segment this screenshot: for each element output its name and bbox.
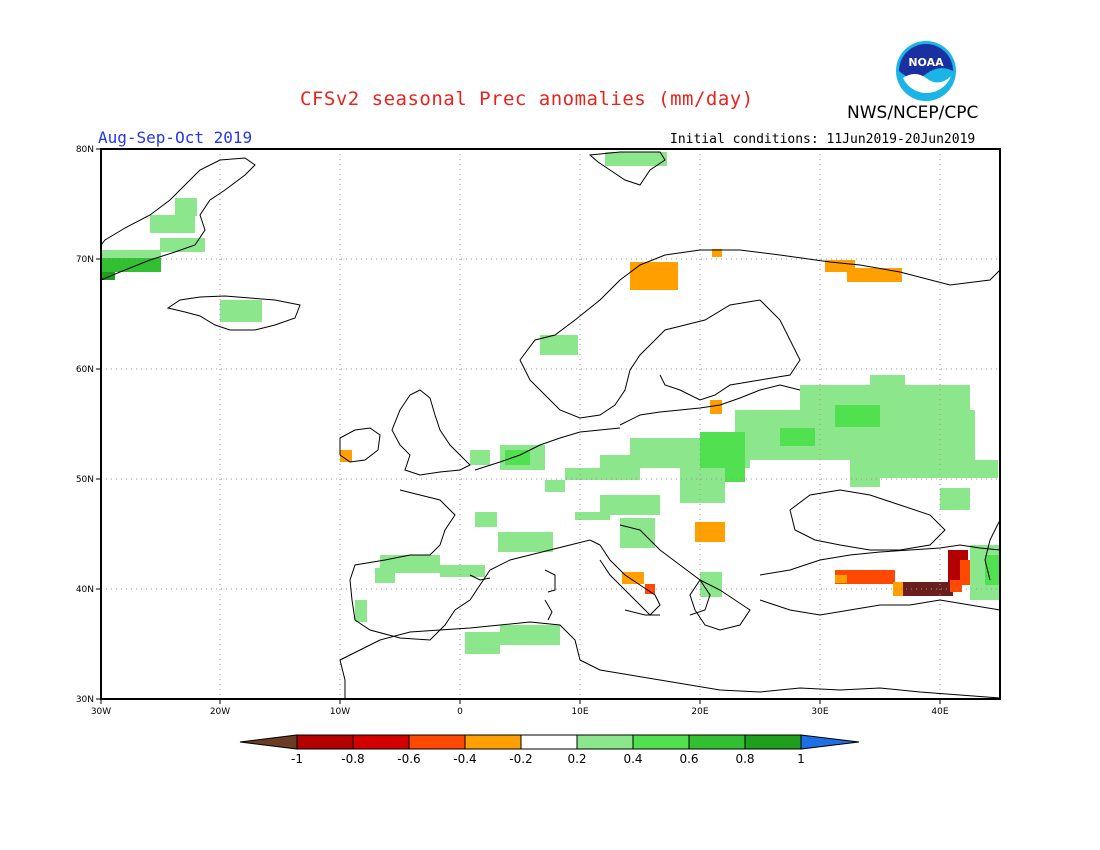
colorbar-label: -0.6 [397, 752, 420, 766]
lat-label-80n: 80N [76, 145, 94, 155]
period-label: Aug-Sep-Oct 2019 [98, 128, 253, 147]
lat-label-70n: 70N [76, 255, 94, 265]
colorbar-swatch [688, 734, 746, 750]
latitude-axis: 80N 70N 60N 50N 40N 30N [76, 145, 101, 705]
lon-label-10w: 10W [330, 707, 350, 717]
lon-label-20e: 20E [691, 707, 708, 717]
lon-label-20w: 20W [210, 707, 230, 717]
lon-label-40e: 40E [931, 707, 948, 717]
lon-label-30w: 30W [91, 707, 111, 717]
colorbar-swatch [576, 734, 634, 750]
colorbar-arrow-high [800, 734, 860, 750]
colorbar-swatch [464, 734, 522, 750]
map-grid [101, 149, 1000, 699]
lat-label-50n: 50N [76, 475, 94, 485]
colorbar-label: 1 [797, 752, 805, 766]
anomaly-shading [101, 152, 1000, 654]
lat-label-40n: 40N [76, 585, 94, 595]
colorbar-label: 0.2 [567, 752, 586, 766]
colorbar-swatch [520, 734, 578, 750]
map-title: CFSv2 seasonal Prec anomalies (mm/day) [300, 88, 754, 110]
colorbar: -1 -0.8 -0.6 -0.4 -0.2 0.2 0.4 0.6 0.8 1 [239, 734, 860, 766]
coastlines [100, 151, 1001, 699]
colorbar-swatch [352, 734, 410, 750]
colorbar-label: -0.4 [453, 752, 476, 766]
colorbar-arrow-low [239, 734, 298, 750]
colorbar-label: 0.8 [735, 752, 754, 766]
map-frame [100, 148, 1001, 700]
colorbar-swatch [408, 734, 466, 750]
colorbar-swatch [296, 734, 354, 750]
agency-label: NWS/NCEP/CPC [847, 103, 979, 123]
initial-conditions-label: Initial conditions: 11Jun2019-20Jun2019 [670, 132, 976, 147]
longitude-axis: 30W 20W 10W 0 10E 20E 30E 40E [91, 699, 949, 717]
colorbar-label: -1 [291, 752, 303, 766]
noaa-logo: NOAA [896, 41, 956, 101]
colorbar-label: -0.2 [509, 752, 532, 766]
colorbar-label: 0.4 [623, 752, 642, 766]
lon-label-0: 0 [457, 707, 463, 717]
lon-label-30e: 30E [811, 707, 828, 717]
colorbar-label: 0.6 [679, 752, 698, 766]
lon-label-10e: 10E [571, 707, 588, 717]
lat-label-30n: 30N [76, 695, 94, 705]
noaa-logo-text: NOAA [908, 56, 944, 69]
lat-label-60n: 60N [76, 365, 94, 375]
colorbar-swatch [744, 734, 802, 750]
colorbar-swatch [632, 734, 690, 750]
colorbar-label: -0.8 [341, 752, 364, 766]
